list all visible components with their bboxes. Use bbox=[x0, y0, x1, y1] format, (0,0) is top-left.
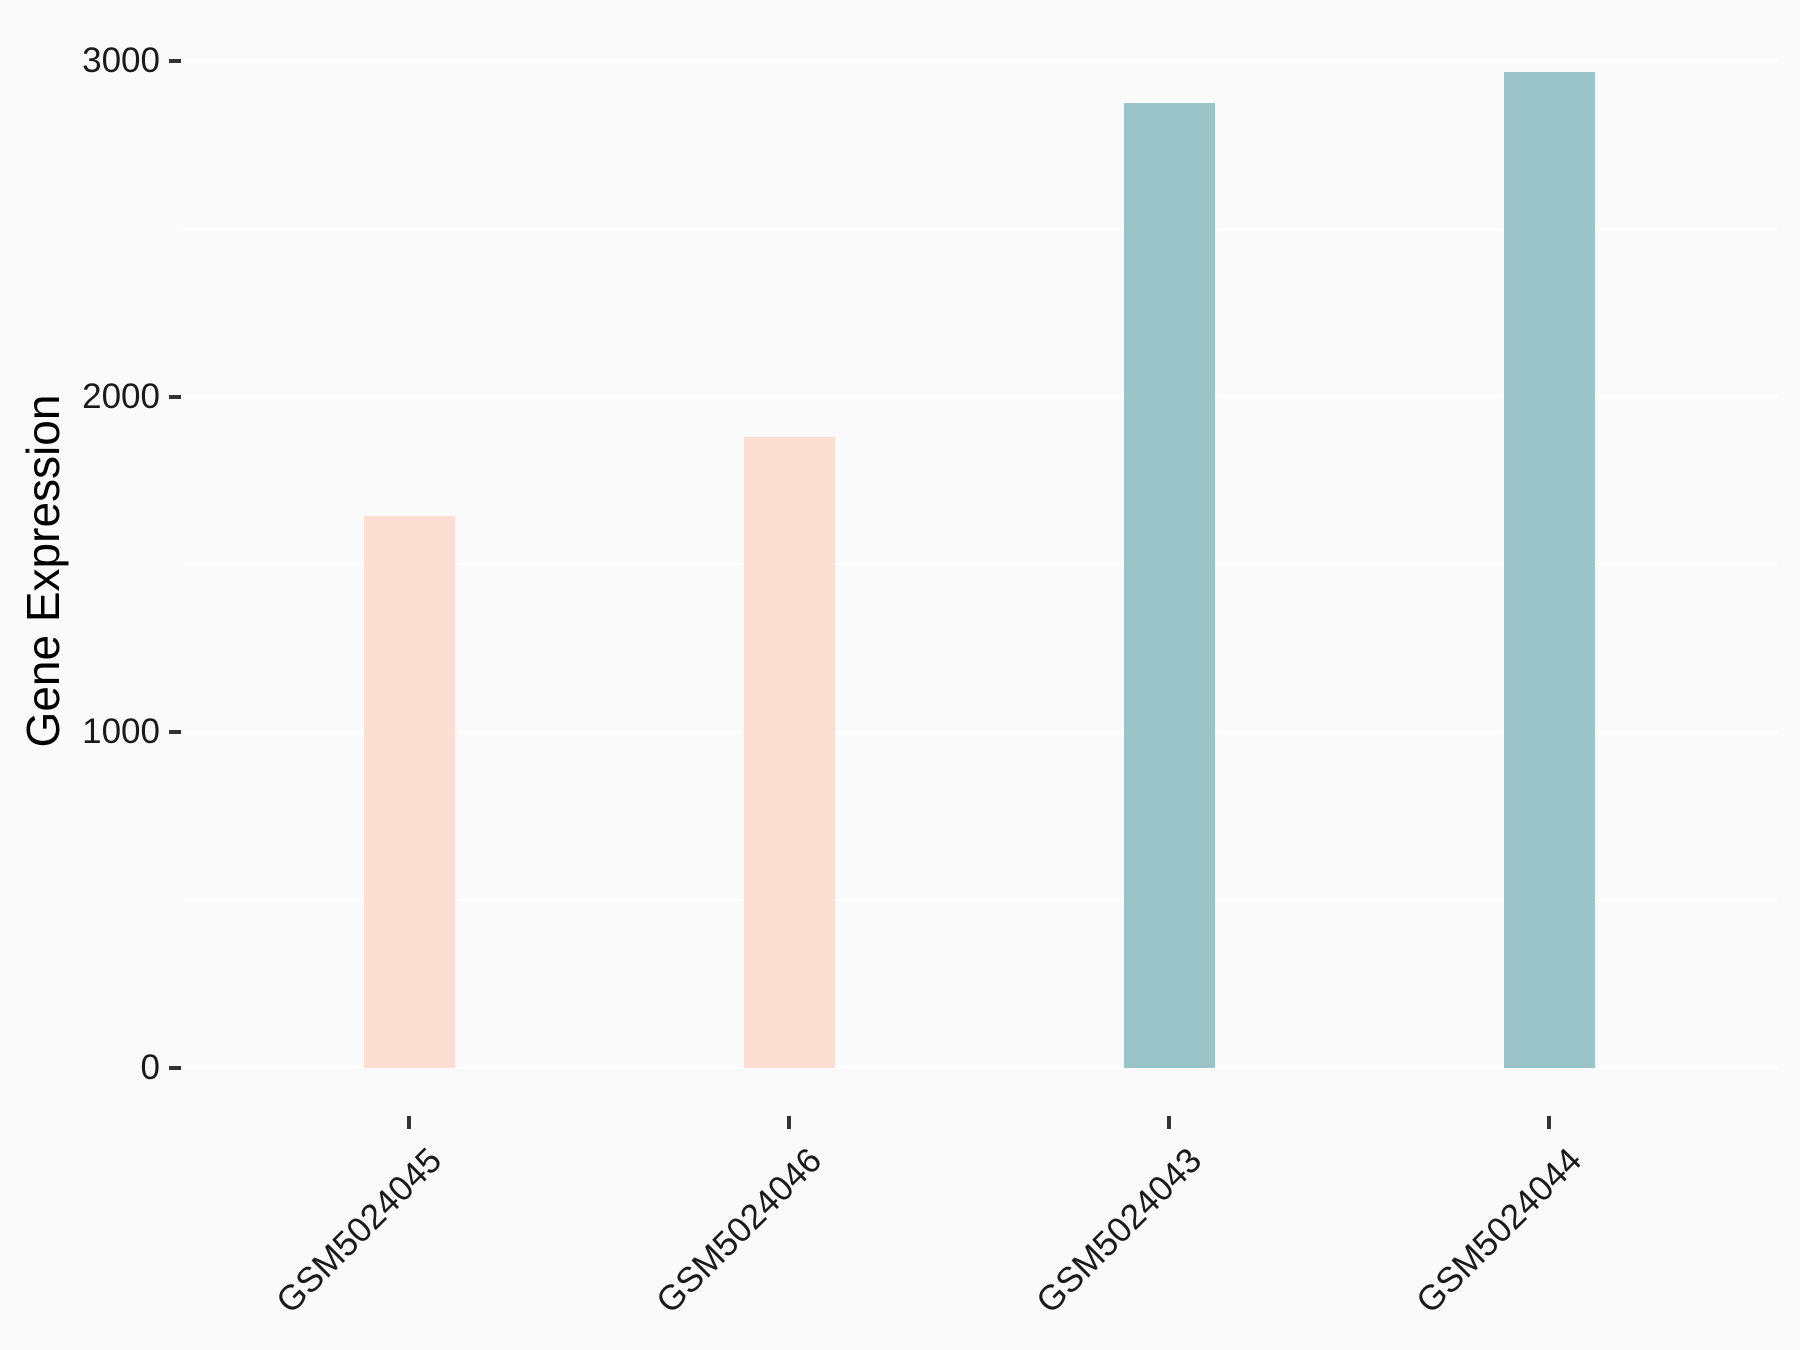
y-axis-title-text: Gene Expression bbox=[17, 394, 69, 748]
y-tick-mark bbox=[169, 730, 181, 735]
y-tick-mark bbox=[169, 58, 181, 63]
x-tick-label: GSM5024046 bbox=[648, 1140, 830, 1321]
y-tick-label: 1000 bbox=[82, 712, 160, 752]
x-tick-mark bbox=[407, 1116, 411, 1129]
gridline-major bbox=[181, 395, 1777, 398]
y-tick-mark bbox=[169, 1065, 181, 1070]
bar-GSM5024044 bbox=[1503, 71, 1595, 1068]
y-tick-label: 3000 bbox=[82, 40, 160, 80]
gridline-major bbox=[181, 1066, 1777, 1070]
gridline-minor bbox=[181, 563, 1777, 566]
x-tick-label: GSM5024044 bbox=[1408, 1140, 1590, 1321]
x-tick-label: GSM5024045 bbox=[268, 1140, 450, 1321]
bar-GSM5024045 bbox=[363, 515, 455, 1068]
x-tick-label: GSM5024043 bbox=[1028, 1140, 1210, 1321]
y-tick-label: 2000 bbox=[82, 376, 160, 416]
x-tick-mark bbox=[1547, 1116, 1551, 1129]
gridline-minor bbox=[181, 227, 1777, 230]
y-tick-label: 0 bbox=[140, 1047, 160, 1087]
gridline-major bbox=[181, 59, 1777, 63]
plot-panel bbox=[181, 22, 1777, 1120]
x-tick-mark bbox=[1167, 1116, 1171, 1129]
bar-GSM5024043 bbox=[1123, 102, 1215, 1068]
gridline-major bbox=[181, 730, 1777, 734]
gridline-minor bbox=[181, 898, 1777, 901]
bar-GSM5024046 bbox=[743, 437, 835, 1068]
x-tick-mark bbox=[787, 1116, 791, 1129]
y-tick-mark bbox=[169, 394, 181, 399]
